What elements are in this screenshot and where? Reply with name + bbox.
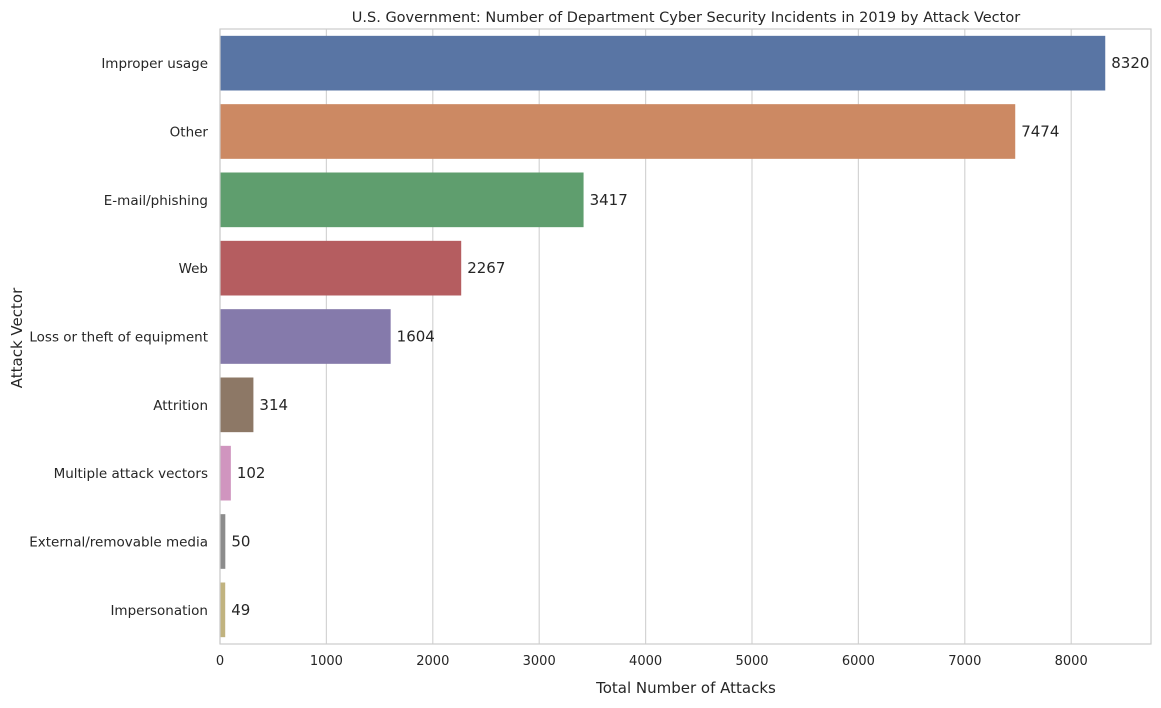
bar (220, 514, 226, 569)
bar (220, 309, 391, 364)
bar (220, 240, 462, 296)
bar (220, 104, 1016, 159)
y-tick-label: Loss or theft of equipment (29, 330, 208, 346)
x-tick-label: 3000 (523, 654, 556, 669)
plot-frame (219, 28, 1152, 645)
x-tick-label: 1000 (310, 654, 343, 669)
y-tick-label: E-mail/phishing (104, 193, 208, 209)
bar-value-label: 8320 (1111, 54, 1149, 72)
bar (220, 377, 254, 433)
x-tick-label: 5000 (735, 654, 768, 669)
x-axis-label: Total Number of Attacks (595, 679, 776, 697)
y-tick-label: Attrition (153, 398, 208, 414)
bar (220, 35, 1106, 91)
y-tick-labels: Improper usage Other E-mail/phishing Web Los… (29, 56, 208, 619)
bar (220, 445, 231, 501)
y-axis-label: Attack Vector (8, 287, 26, 388)
chart-title: U.S. Government: Number of Department Cy… (352, 10, 1020, 26)
y-tick-label: Impersonation (110, 603, 208, 619)
bar-value-label: 314 (259, 396, 288, 414)
bar-value-label: 2267 (467, 259, 505, 277)
x-tick-label: 0 (216, 654, 224, 669)
y-tick-label: External/removable media (29, 535, 208, 551)
x-tick-label: 8000 (1055, 654, 1088, 669)
bar-value-label: 3417 (590, 191, 628, 209)
data-labels: 8320 7474 3417 2267 1604 314 102 50 49 (231, 54, 1149, 619)
x-tick-labels: 0 1000 2000 3000 4000 5000 6000 7000 8000 (216, 654, 1088, 669)
bar-value-label: 102 (237, 464, 266, 482)
y-tick-label: Web (179, 261, 208, 277)
y-tick-label: Other (170, 125, 209, 141)
bar-value-label: 1604 (397, 328, 435, 346)
bar (220, 582, 226, 638)
x-tick-label: 6000 (842, 654, 875, 669)
x-tick-label: 2000 (416, 654, 449, 669)
bar-value-label: 50 (231, 533, 250, 551)
bar-value-label: 49 (231, 601, 250, 619)
y-tick-label: Improper usage (101, 56, 208, 72)
y-tick-label: Multiple attack vectors (54, 466, 208, 482)
x-tick-label: 7000 (948, 654, 981, 669)
x-tick-label: 4000 (629, 654, 662, 669)
bar (220, 172, 584, 228)
bars (220, 35, 1106, 638)
bar-value-label: 7474 (1021, 123, 1059, 141)
